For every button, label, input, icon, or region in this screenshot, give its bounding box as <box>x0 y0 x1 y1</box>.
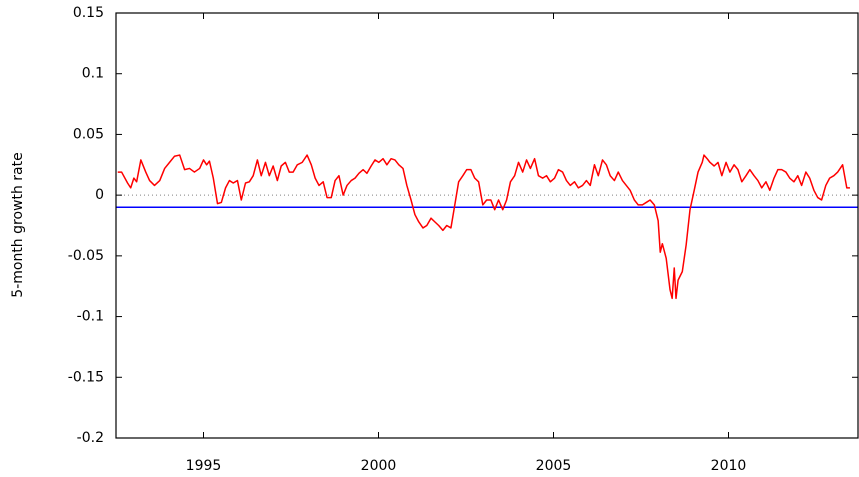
y-tick-label: 0.15 <box>73 5 104 21</box>
x-tick-label: 2010 <box>711 458 747 474</box>
x-tick-label: 1995 <box>186 458 222 474</box>
y-tick-label: 0.05 <box>73 126 104 142</box>
x-tick-label: 2000 <box>361 458 397 474</box>
x-tick-label: 2005 <box>536 458 572 474</box>
plot-frame <box>115 12 859 439</box>
y-axis-label: 5-month growth rate <box>10 152 26 297</box>
y-tick-label: 0.1 <box>82 66 104 82</box>
y-tick-label: -0.1 <box>77 309 104 325</box>
y-tick-label: 0 <box>95 187 104 203</box>
y-tick-label: -0.05 <box>68 248 104 264</box>
y-tick-label: -0.2 <box>77 430 104 446</box>
data-line <box>117 154 850 300</box>
y-tick-label: -0.15 <box>68 369 104 385</box>
